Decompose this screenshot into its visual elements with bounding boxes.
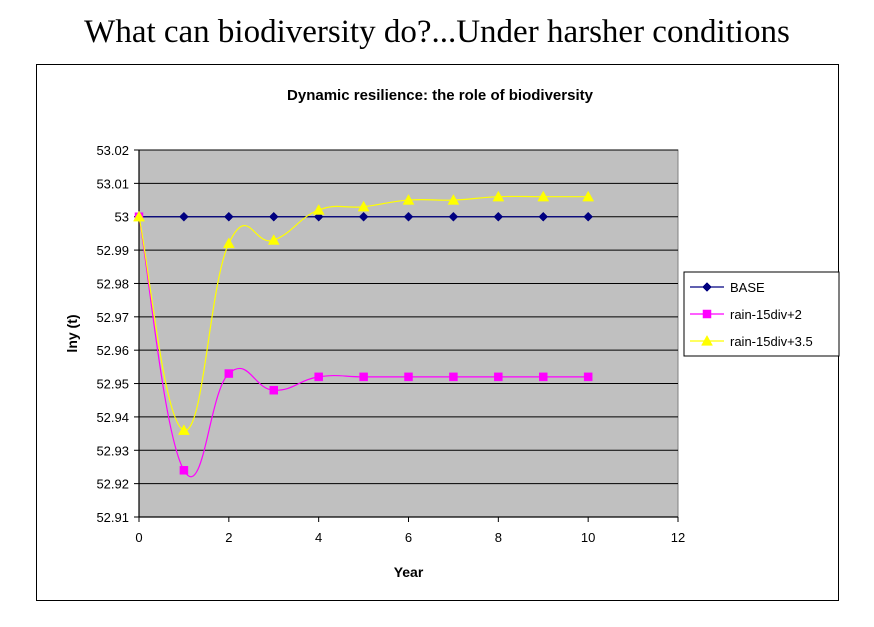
x-tick-label: 0 [135,530,142,545]
data-point-triangle [357,200,370,212]
y-tick-label: 52.97 [96,310,129,325]
y-tick-label: 52.98 [96,276,129,291]
data-point-diamond [403,211,414,222]
data-point-triangle [447,194,460,205]
legend-label: rain-15div+2 [730,307,802,322]
x-tick-label: 12 [671,530,685,545]
legend-label: rain-15div+3.5 [730,334,813,349]
slide-title: What can biodiversity do?...Under harshe… [84,14,790,50]
data-point-square [314,372,323,382]
data-point-triangle [222,237,235,249]
data-point-square [539,372,548,382]
data-point-square [359,372,368,382]
y-tick-label: 52.96 [96,343,129,358]
x-axis-label: Year [394,564,424,580]
legend-marker-triangle [701,334,713,346]
y-axis-ticks: 52.91 52.92 52.93 52.94 52.95 52.96 52.97 52.98… [96,143,139,525]
y-tick-label: 53.02 [96,143,129,158]
data-point-triangle [312,204,325,215]
y-tick-label: 52.99 [96,243,129,258]
data-point-triangle [177,424,190,435]
x-tick-label: 4 [315,530,322,545]
x-tick-label: 2 [225,530,232,545]
plot-area [138,149,679,518]
legend-label: BASE [730,280,765,295]
x-axis-ticks: 0 2 4 6 8 10 12 [135,517,685,545]
y-axis-label: lny (t) [64,314,80,352]
y-tick-label: 53 [115,210,129,225]
data-point-triangle [267,234,280,245]
legend: BASE rain-15div+2 rain-15div+3.5 [683,271,840,357]
data-point-triangle [133,210,145,222]
data-point-diamond [448,211,459,222]
data-point-diamond [358,211,369,222]
data-point-square [179,466,189,475]
data-point-diamond [538,211,549,222]
y-tick-label: 52.94 [96,410,129,425]
data-point-diamond [583,211,594,222]
y-tick-label: 52.95 [96,377,129,392]
y-tick-label: 52.93 [96,443,129,458]
legend-marker-diamond [702,282,712,292]
data-point-triangle [492,190,505,202]
data-point-diamond [179,211,189,222]
y-tick-label: 53.01 [96,176,129,191]
y-tick-label: 52.91 [96,510,129,525]
data-point-diamond [223,211,234,222]
data-point-square [583,372,593,382]
legend-marker-square [702,309,712,319]
data-point-triangle [582,190,595,202]
chart-title: Dynamic resilience: the role of biodiver… [287,87,594,104]
data-point-square [269,385,278,395]
data-point-triangle [537,190,550,202]
data-point-triangle [402,194,415,205]
data-point-diamond [268,211,279,222]
x-tick-label: 6 [405,530,412,545]
data-point-square [449,372,458,382]
y-tick-label: 52.92 [96,477,129,492]
data-point-square [494,372,503,382]
data-point-square [404,372,413,382]
data-point-diamond [493,211,504,222]
x-tick-label: 8 [495,530,502,545]
x-tick-label: 10 [581,530,595,545]
series-markers [133,190,595,475]
data-point-square [224,369,234,378]
